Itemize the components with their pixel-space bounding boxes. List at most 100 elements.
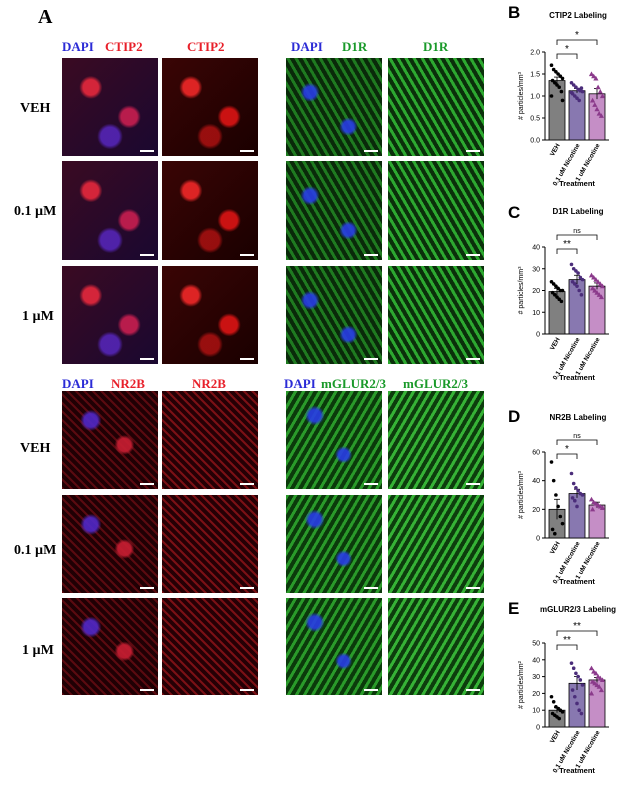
micrograph-mglur-merge-1um <box>286 598 382 695</box>
chart-b-point <box>549 63 554 67</box>
chart-b-point <box>550 78 555 83</box>
chart-b-point <box>595 84 601 90</box>
chart-d-sig-label-1: ns <box>573 433 581 440</box>
chart-b-y-tick-label: 2.0 <box>530 50 540 57</box>
mglur-label: mGLUR2/3 <box>321 376 387 391</box>
chart-c-point <box>550 290 555 295</box>
chart-b-point <box>574 85 578 89</box>
chart-b-category-label-0: VEH <box>549 142 562 157</box>
chart-e-letter: E <box>508 599 519 618</box>
chart-e-sig-bracket-0 <box>556 644 578 650</box>
chart-b-point <box>559 89 564 94</box>
chart-d-point <box>570 496 575 500</box>
scale-bar <box>466 587 480 589</box>
micrograph-mglur-merge-veh <box>286 391 382 489</box>
chart-c-point <box>574 269 578 273</box>
chart-e-sig-label-0: ** <box>563 635 571 646</box>
scale-bar <box>240 150 254 152</box>
chart-d-sig-bracket-0 <box>556 453 578 459</box>
scale-bar <box>364 587 378 589</box>
chart-b-point <box>599 93 606 99</box>
micrograph-nr2b-1um <box>162 598 258 695</box>
chart-d-category-label-0: VEH <box>549 540 562 555</box>
scale-bar <box>240 254 254 256</box>
chart-e-point <box>551 700 556 704</box>
chart-e-sig-bracket-1 <box>556 630 598 636</box>
dapi-label: DAPI <box>284 376 316 391</box>
chart-c-point <box>560 288 565 293</box>
chart-c-point <box>597 281 603 287</box>
chart-c-y-tick-label: 0 <box>536 332 540 339</box>
chart-b-point <box>569 90 574 95</box>
chart-c-point <box>551 282 556 286</box>
chart-b-point <box>551 67 556 72</box>
chart-d-y-tick-label: 40 <box>532 478 540 485</box>
row-label-veh-top: VEH <box>20 101 51 116</box>
chart-b-point <box>598 113 604 118</box>
micrograph-nr2b-veh <box>162 391 258 489</box>
chart-d-sig-label-0: * <box>565 444 569 455</box>
chart-c-point <box>549 280 554 284</box>
chart-d-point <box>573 498 577 503</box>
chart-d-sig-bracket-1 <box>556 439 598 445</box>
scale-bar <box>466 358 480 360</box>
chart-e-point <box>571 666 576 670</box>
scale-bar <box>240 358 254 360</box>
micrograph-mglur-merge-0.1um <box>286 495 382 593</box>
chart-b-point <box>591 73 597 79</box>
row-label-01-bottom: 0.1 µM <box>14 543 57 558</box>
chart-b-point <box>593 75 599 81</box>
d1r-merge-header: DAPI D1R <box>291 39 367 55</box>
chart-c-point <box>588 272 595 278</box>
ctip2-merge-header: DAPI CTIP2 <box>62 39 143 55</box>
chart-e-y-tick-label: 0 <box>536 725 540 732</box>
scale-bar <box>364 483 378 485</box>
chart-d-point <box>550 527 555 532</box>
chart-d-y-label: # particles/mm³ <box>518 470 525 519</box>
chart-c-point <box>594 290 600 295</box>
chart-c-point <box>599 283 606 289</box>
micrograph-d1r-merge-veh <box>286 58 382 156</box>
chart-c-y-tick-label: 40 <box>532 245 540 252</box>
chart-d-y-tick-label: 20 <box>532 507 540 514</box>
mglur-single-header: mGLUR2/3 <box>403 376 468 391</box>
chart-e-point <box>575 701 579 706</box>
chart-b-y-tick-label: 1.5 <box>530 72 540 79</box>
chart-e-point <box>580 683 585 687</box>
chart-b-sig-label-1: * <box>575 30 579 41</box>
chart-c-point <box>554 284 558 288</box>
scale-bar <box>364 689 378 691</box>
d1r-label: D1R <box>342 39 368 54</box>
row-label-01-top: 0.1 µM <box>14 204 57 219</box>
chart-e-point <box>573 694 577 699</box>
micrograph-d1r-veh <box>388 58 484 156</box>
chart-c-point <box>559 299 564 304</box>
chart-e-point <box>593 670 599 676</box>
chart-e-point <box>549 694 554 699</box>
scale-bar <box>466 254 480 256</box>
chart-b-point <box>575 96 579 100</box>
scale-bar <box>140 150 154 152</box>
chart-e-point <box>588 665 595 671</box>
micrograph-d1r-1um <box>388 266 484 364</box>
chart-d-point <box>549 460 554 464</box>
chart-b-point <box>553 81 557 85</box>
chart-e-point <box>570 688 575 692</box>
chart-b-y-tick-label: 0.5 <box>530 116 540 123</box>
chart-b-point <box>592 102 598 107</box>
chart-e-y-tick-label: 10 <box>532 708 540 715</box>
chart-d-point <box>590 506 596 512</box>
chart-c-y-tick-label: 20 <box>532 288 540 295</box>
micrograph-d1r-merge-0.1um <box>286 161 382 260</box>
chart-e-x-label: Treatment <box>559 766 595 775</box>
chart-c-point <box>556 286 560 291</box>
scale-bar <box>140 689 154 691</box>
chart-b-point <box>556 72 560 76</box>
nr2b-label: NR2B <box>111 376 145 391</box>
scale-bar <box>240 587 254 589</box>
chart-c-point <box>579 293 584 297</box>
chart-c-point <box>595 279 601 284</box>
chart-c-point <box>575 284 579 288</box>
chart-c-y-tick-label: 10 <box>532 310 540 317</box>
chart-b-point <box>579 86 584 90</box>
